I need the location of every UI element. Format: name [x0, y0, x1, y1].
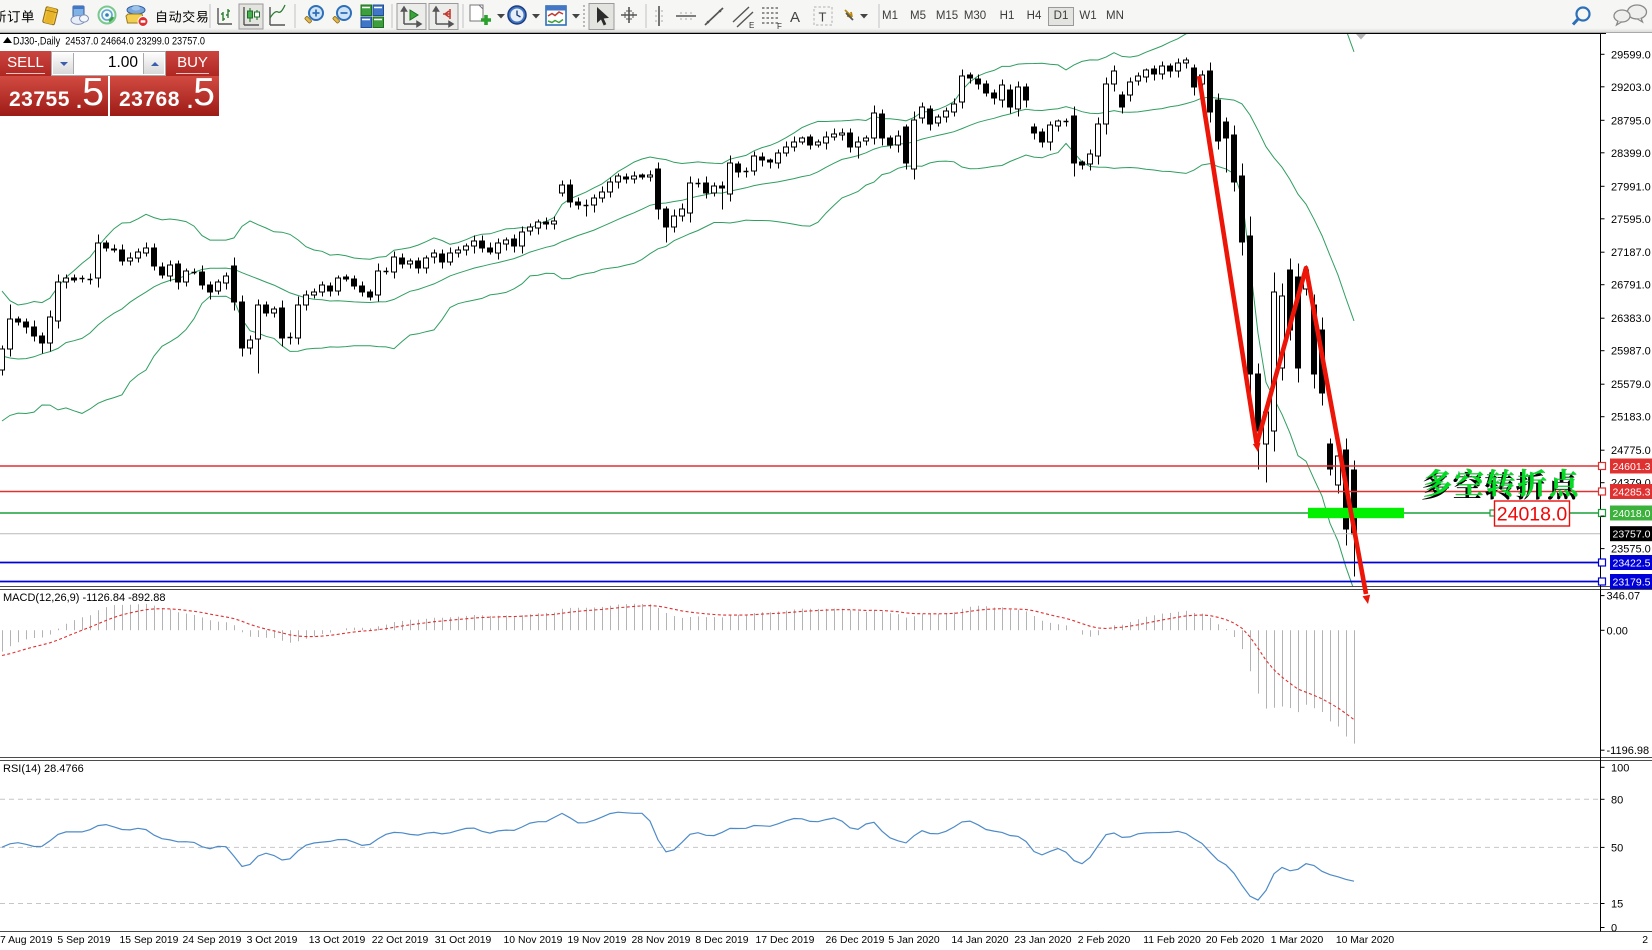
svg-text:26791.0: 26791.0: [1611, 280, 1651, 292]
svg-text:346.07: 346.07: [1607, 591, 1641, 603]
svg-text:10 Nov 2019: 10 Nov 2019: [504, 935, 563, 946]
svg-text:23575.0: 23575.0: [1611, 544, 1651, 556]
svg-text:5 Sep 2019: 5 Sep 2019: [57, 935, 110, 946]
svg-text:24285.3: 24285.3: [1613, 487, 1651, 499]
svg-text:2 Feb 2020: 2 Feb 2020: [1078, 935, 1131, 946]
svg-text:31 Oct 2019: 31 Oct 2019: [435, 935, 492, 946]
svg-text:24 Sep 2019: 24 Sep 2019: [183, 935, 242, 946]
svg-text:29599.0: 29599.0: [1611, 49, 1651, 61]
svg-text:50: 50: [1611, 842, 1623, 854]
svg-text:-1196.98: -1196.98: [1607, 745, 1650, 757]
svg-text:24018.0: 24018.0: [1497, 504, 1568, 526]
svg-text:15: 15: [1611, 899, 1623, 911]
svg-text:27595.0: 27595.0: [1611, 214, 1651, 226]
svg-text:28399.0: 28399.0: [1611, 148, 1651, 160]
svg-text:28795.0: 28795.0: [1611, 115, 1651, 127]
svg-text:25579.0: 25579.0: [1611, 379, 1651, 391]
svg-text:11 Feb 2020: 11 Feb 2020: [1143, 935, 1201, 946]
svg-text:13 Oct 2019: 13 Oct 2019: [309, 935, 366, 946]
svg-text:23 Jan 2020: 23 Jan 2020: [1014, 935, 1071, 946]
svg-text:0.00: 0.00: [1607, 625, 1628, 637]
svg-text:15 Sep 2019: 15 Sep 2019: [120, 935, 179, 946]
svg-text:2: 2: [1642, 935, 1648, 946]
svg-text:23179.5: 23179.5: [1613, 577, 1651, 589]
svg-text:27187.0: 27187.0: [1611, 247, 1651, 259]
svg-text:20 Feb 2020: 20 Feb 2020: [1206, 935, 1265, 946]
svg-text:17 Dec 2019: 17 Dec 2019: [756, 935, 815, 946]
svg-text:E: E: [749, 21, 754, 30]
svg-text:28 Nov 2019: 28 Nov 2019: [632, 935, 691, 946]
svg-text:26 Dec 2019: 26 Dec 2019: [826, 935, 885, 946]
svg-text:F: F: [777, 22, 782, 31]
svg-text:0: 0: [1611, 923, 1617, 935]
svg-text:23422.5: 23422.5: [1613, 558, 1651, 570]
svg-text:23757.0: 23757.0: [1613, 529, 1651, 541]
svg-text:29203.0: 29203.0: [1611, 82, 1651, 94]
svg-text:22 Oct 2019: 22 Oct 2019: [372, 935, 429, 946]
svg-text:MACD(12,26,9) -1126.84 -892.88: MACD(12,26,9) -1126.84 -892.88: [3, 592, 165, 604]
svg-text:T: T: [819, 10, 827, 25]
svg-text:A: A: [790, 9, 800, 26]
svg-text:24018.0: 24018.0: [1613, 508, 1651, 520]
svg-text:8 Dec 2019: 8 Dec 2019: [695, 935, 748, 946]
svg-text:100: 100: [1611, 762, 1629, 774]
svg-text:26383.0: 26383.0: [1611, 313, 1651, 325]
svg-text:27991.0: 27991.0: [1611, 181, 1651, 193]
svg-text:19 Nov 2019: 19 Nov 2019: [568, 935, 627, 946]
svg-text:7 Aug 2019: 7 Aug 2019: [0, 935, 53, 946]
svg-text:3 Oct 2019: 3 Oct 2019: [247, 935, 298, 946]
svg-text:5 Jan 2020: 5 Jan 2020: [888, 935, 940, 946]
svg-text:DJ30-,Daily 24537.0 24664.0 2: DJ30-,Daily 24537.0 24664.0 23299.0 2375…: [13, 36, 205, 48]
svg-text:25183.0: 25183.0: [1611, 412, 1651, 424]
svg-text:25987.0: 25987.0: [1611, 346, 1651, 358]
svg-text:10 Mar 2020: 10 Mar 2020: [1336, 935, 1395, 946]
svg-text:80: 80: [1611, 794, 1623, 806]
svg-text:1 Mar 2020: 1 Mar 2020: [1271, 935, 1324, 946]
svg-text:24775.0: 24775.0: [1611, 445, 1651, 457]
svg-text:24601.3: 24601.3: [1613, 461, 1651, 473]
svg-text:14 Jan 2020: 14 Jan 2020: [951, 935, 1008, 946]
svg-text:RSI(14) 28.4766: RSI(14) 28.4766: [3, 763, 84, 775]
